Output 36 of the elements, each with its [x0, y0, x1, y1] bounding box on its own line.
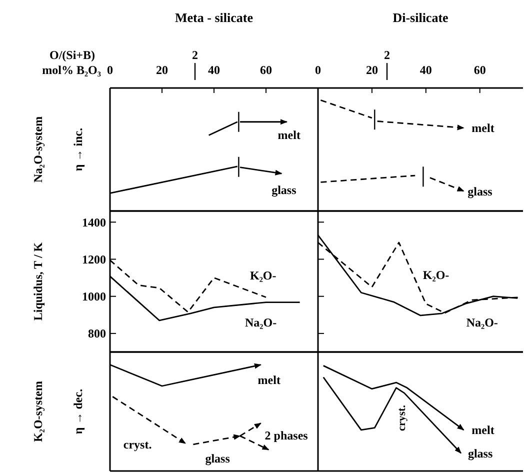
series-label: K₂O-: [250, 268, 276, 282]
series-label: glass: [205, 452, 230, 466]
series-label: melt: [472, 121, 494, 136]
x-axis-title: mol% B₂O₃: [42, 63, 102, 77]
y-tick-label: 800: [88, 326, 106, 341]
series-label: Na₂O-: [466, 316, 498, 330]
text: 2: [192, 48, 198, 62]
chart-title: Meta - silicate: [175, 10, 254, 25]
x-tick-label: 20: [156, 63, 168, 77]
x-tick-label: 0: [315, 63, 321, 77]
y-tick-label: 1200: [82, 252, 106, 266]
x-tick-label: 0: [107, 63, 113, 77]
series-label: melt: [472, 423, 494, 438]
series-label: melt: [278, 128, 300, 142]
series-label: 2 phases: [264, 428, 308, 442]
x-tick-label: 60: [474, 63, 486, 77]
series-label: glass: [272, 182, 297, 197]
y-axis-title: Liquidus, T / K: [31, 242, 45, 321]
chart-title: Di-silicate: [392, 10, 449, 25]
text: Na₂O-system η → inc.: [31, 116, 85, 183]
y-tick-label: 1400: [82, 215, 106, 230]
series-label: melt: [258, 372, 280, 387]
text: 2: [384, 48, 390, 62]
annotation: cryst.: [396, 404, 408, 431]
series-label: glass: [468, 446, 493, 460]
x-tick-label: 40: [420, 63, 432, 77]
series-label: Na₂O-: [245, 315, 277, 330]
text: K₂O-system η → dec.: [31, 381, 85, 442]
x-tick-label: 60: [260, 63, 272, 77]
x-tick-label: 40: [208, 63, 220, 77]
x-tick-label: 20: [366, 63, 378, 77]
series-label: cryst.: [123, 438, 152, 452]
y-tick-label: 1000: [82, 290, 106, 304]
text: O/(Si+B): [49, 48, 95, 62]
series-label: glass: [468, 184, 493, 198]
series-label: K₂O-: [422, 268, 450, 282]
